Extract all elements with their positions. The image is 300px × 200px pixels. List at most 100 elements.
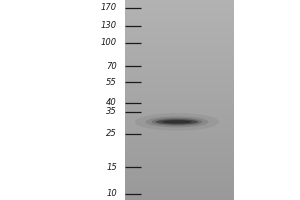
Bar: [124, 110, 234, 112]
Text: 40: 40: [106, 98, 117, 107]
Bar: [124, 126, 234, 128]
Text: 10: 10: [106, 190, 117, 198]
Bar: [124, 78, 234, 80]
Bar: [124, 72, 234, 74]
Bar: [124, 152, 234, 154]
Ellipse shape: [146, 116, 208, 127]
Bar: [124, 180, 234, 182]
Bar: [124, 60, 234, 62]
Bar: [124, 160, 234, 162]
Bar: [124, 28, 234, 30]
Bar: [124, 148, 234, 150]
Bar: [124, 40, 234, 42]
Bar: [124, 24, 234, 26]
Bar: [124, 106, 234, 108]
Ellipse shape: [135, 113, 219, 131]
Bar: [124, 8, 234, 10]
Bar: [124, 178, 234, 180]
Bar: [124, 20, 234, 22]
Bar: [124, 96, 234, 98]
Bar: [124, 150, 234, 152]
Bar: [124, 92, 234, 94]
Bar: [124, 186, 234, 188]
Bar: [124, 144, 234, 146]
Bar: [124, 26, 234, 28]
Bar: [124, 36, 234, 38]
Bar: [124, 48, 234, 50]
Bar: [124, 146, 234, 148]
Bar: [124, 154, 234, 156]
Bar: [124, 122, 234, 124]
Bar: [124, 66, 234, 68]
Bar: [124, 34, 234, 36]
Bar: [124, 54, 234, 56]
Bar: [124, 2, 234, 4]
Bar: [124, 188, 234, 190]
Bar: [124, 168, 234, 170]
Text: 15: 15: [106, 163, 117, 172]
Bar: [124, 64, 234, 66]
Text: 130: 130: [101, 21, 117, 30]
Bar: [124, 132, 234, 134]
Bar: [124, 166, 234, 168]
Bar: [124, 90, 234, 92]
Bar: [124, 62, 234, 64]
Bar: [124, 130, 234, 132]
Bar: [124, 50, 234, 52]
Bar: [124, 104, 234, 106]
Bar: [124, 22, 234, 24]
Bar: [124, 120, 234, 122]
Text: 55: 55: [106, 78, 117, 87]
Text: 170: 170: [101, 3, 117, 12]
Bar: [124, 10, 234, 12]
Bar: [124, 12, 234, 14]
Bar: [124, 74, 234, 76]
Bar: [124, 124, 234, 126]
Bar: [124, 162, 234, 164]
Bar: [124, 190, 234, 192]
Bar: [124, 172, 234, 174]
Text: 70: 70: [106, 62, 117, 71]
Bar: [124, 86, 234, 88]
Bar: [124, 158, 234, 160]
Bar: [124, 112, 234, 114]
Text: 35: 35: [106, 107, 117, 116]
Bar: [124, 6, 234, 8]
Bar: [124, 32, 234, 34]
Bar: [124, 118, 234, 120]
Bar: [124, 194, 234, 196]
Bar: [124, 134, 234, 136]
Bar: [124, 184, 234, 186]
Bar: [124, 42, 234, 44]
Bar: [124, 16, 234, 18]
Bar: [124, 30, 234, 32]
Text: 100: 100: [101, 38, 117, 47]
Bar: [124, 164, 234, 166]
Bar: [124, 142, 234, 144]
Bar: [124, 80, 234, 82]
Ellipse shape: [156, 119, 198, 125]
Bar: [124, 136, 234, 138]
Bar: [124, 114, 234, 116]
Bar: [124, 94, 234, 96]
Bar: [124, 58, 234, 60]
Ellipse shape: [152, 118, 202, 126]
Bar: [124, 76, 234, 78]
Bar: [124, 4, 234, 6]
Bar: [124, 108, 234, 110]
Bar: [124, 98, 234, 100]
Bar: [124, 140, 234, 142]
Bar: [124, 156, 234, 158]
Bar: [124, 116, 234, 118]
Bar: [124, 88, 234, 90]
Bar: [124, 38, 234, 40]
Ellipse shape: [162, 120, 192, 124]
Bar: [124, 182, 234, 184]
Bar: [124, 82, 234, 84]
Bar: [124, 44, 234, 46]
Bar: [124, 102, 234, 104]
Bar: [124, 198, 234, 200]
Bar: [124, 174, 234, 176]
Bar: [124, 84, 234, 86]
Bar: [124, 46, 234, 48]
